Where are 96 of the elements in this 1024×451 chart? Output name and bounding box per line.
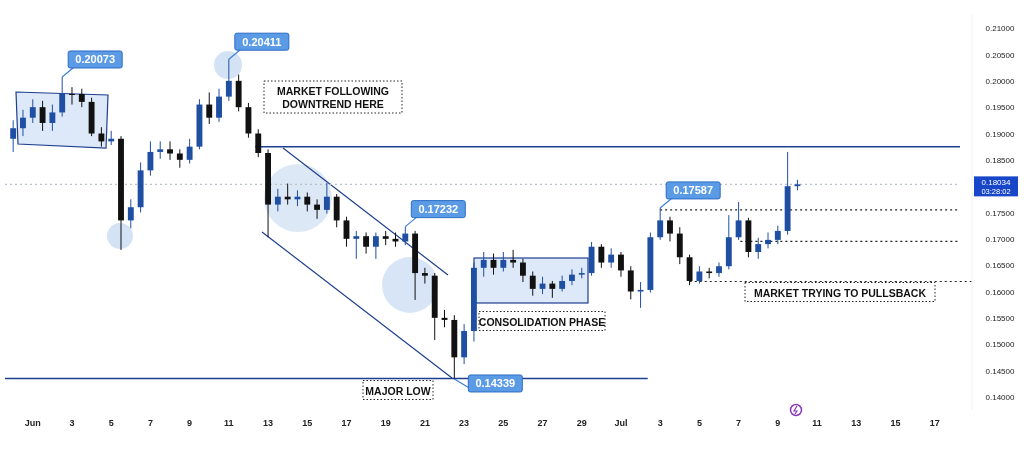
x-tick-label: 3 — [69, 418, 75, 428]
candlestick — [765, 232, 771, 249]
candlestick — [627, 265, 634, 300]
candlestick — [49, 104, 56, 132]
candlestick — [755, 237, 762, 260]
x-tick-label: 15 — [302, 418, 313, 428]
y-tick-label: 0.20500 — [985, 50, 1016, 60]
y-tick-label: 0.15500 — [985, 313, 1016, 323]
candlestick — [608, 247, 615, 269]
annotation: MAJOR LOW — [365, 384, 431, 397]
candlestick — [127, 198, 134, 229]
x-tick-label: 15 — [890, 418, 901, 428]
x-tick-label: 11 — [224, 418, 234, 428]
y-tick-label: 0.19500 — [985, 103, 1016, 113]
candlestick — [78, 88, 85, 108]
candlestick — [686, 254, 693, 286]
candlestick — [274, 188, 281, 212]
x-tick-label: 13 — [851, 418, 862, 428]
x-tick-label: 13 — [263, 418, 274, 428]
x-tick-label: 5 — [108, 418, 114, 428]
y-tick-label: 0.16000 — [985, 287, 1016, 297]
x-tick-label: 3 — [657, 418, 663, 428]
candlestick — [480, 251, 487, 278]
x-tick-label: 9 — [187, 418, 193, 428]
y-tick-label: 0.20000 — [985, 76, 1016, 86]
candlestick — [10, 119, 17, 153]
x-tick-label: Jul — [614, 418, 628, 428]
candlestick — [323, 182, 330, 215]
candlestick — [637, 281, 644, 309]
x-tick-label: 17 — [929, 418, 940, 428]
annotation: 0.14339 — [475, 377, 516, 390]
y-tick-label: 0.21000 — [985, 24, 1016, 34]
candlestick — [421, 267, 428, 285]
x-tick-label: 27 — [537, 418, 548, 428]
annotation: CONSOLIDATION PHASE — [478, 315, 606, 328]
candlestick — [216, 88, 222, 123]
candlestick — [333, 193, 340, 228]
candlestick — [147, 140, 154, 177]
candlestick — [176, 148, 183, 169]
candlestick — [402, 226, 409, 246]
x-tick-label: 9 — [775, 418, 781, 428]
candlestick — [529, 270, 536, 297]
candlestick — [314, 198, 321, 220]
y-tick-label: 0.17000 — [985, 234, 1016, 244]
y-tick-label: 0.19000 — [985, 129, 1016, 139]
y-tick-label: 0.16500 — [985, 261, 1016, 271]
x-tick-label: 29 — [576, 418, 587, 428]
x-tick-label: 21 — [419, 418, 430, 428]
annotation: 0.20073 — [75, 53, 116, 66]
candlestick — [510, 249, 517, 269]
candlestick — [29, 98, 36, 124]
candlestick — [774, 225, 781, 245]
y-tick-label: 0.14000 — [985, 392, 1016, 402]
x-tick-label: 7 — [147, 418, 153, 428]
candlestick — [225, 58, 232, 102]
candlestick — [500, 251, 507, 272]
candlestick — [255, 128, 262, 158]
x-tick-label: 17 — [341, 418, 352, 428]
annotation: 0.20411 — [242, 35, 282, 48]
candlestick — [167, 140, 173, 161]
candlestick — [618, 251, 624, 278]
candlestick — [667, 216, 673, 242]
y-tick-label: 0.18500 — [985, 155, 1016, 165]
candlestick — [735, 201, 742, 241]
candlestick — [569, 268, 575, 286]
candlestick — [186, 138, 193, 165]
x-tick-label: 23 — [459, 418, 470, 428]
candlestick — [372, 232, 379, 260]
candlestick — [363, 232, 370, 255]
y-tick-label: 0.15000 — [985, 340, 1016, 350]
x-tick-label: 25 — [498, 418, 509, 428]
annotation: MARKET TRYING TO PULLSBACK — [753, 286, 927, 299]
candlestick — [98, 126, 105, 148]
x-tick-label: 5 — [696, 418, 702, 428]
annotation: MARKET FOLLOWING DOWNTREND HERE — [277, 85, 389, 110]
candlestick — [716, 262, 722, 278]
annotation: 0.17587 — [673, 184, 714, 197]
candlestick — [657, 207, 664, 241]
y-tick-label: 0.14500 — [985, 366, 1016, 376]
candlestick — [676, 226, 683, 265]
x-tick-label: Jun — [24, 418, 41, 428]
candlestick — [598, 243, 605, 269]
x-tick-label: 7 — [736, 418, 742, 428]
candlestick — [69, 86, 75, 106]
candlestick — [20, 109, 26, 137]
candlestick — [304, 191, 311, 212]
candlestick — [520, 258, 526, 283]
ref-line-label: 0.18034 — [981, 178, 1012, 188]
candlestick — [59, 76, 66, 118]
x-tick-label: 11 — [812, 418, 822, 428]
x-tick-label: 19 — [380, 418, 391, 428]
candlestick — [353, 230, 360, 260]
candlestick — [206, 91, 213, 125]
y-tick-label: 0.17500 — [985, 208, 1016, 218]
annotation: 0.17232 — [418, 203, 459, 216]
candlestick — [39, 100, 46, 132]
